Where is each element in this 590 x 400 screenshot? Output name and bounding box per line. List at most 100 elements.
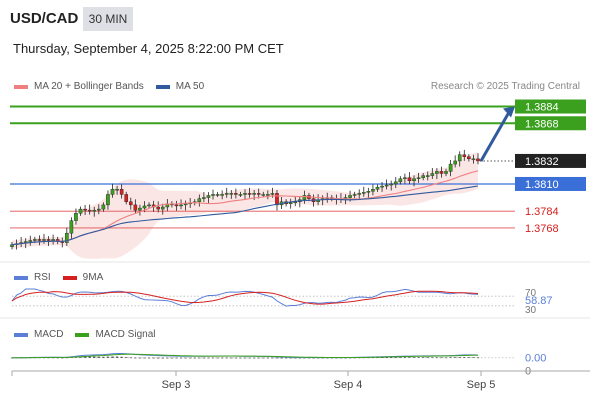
macd-hist-26 bbox=[129, 357, 132, 359]
candle-44 bbox=[211, 194, 215, 196]
macd-hist-37 bbox=[179, 357, 183, 359]
candle-5 bbox=[33, 239, 37, 241]
macd-hist-51 bbox=[243, 357, 247, 359]
legend-rsi-ma-swatch bbox=[62, 275, 77, 280]
macd-hist-21 bbox=[106, 356, 110, 358]
candle-80 bbox=[375, 186, 380, 190]
level-label-2: 1.3832 bbox=[525, 156, 559, 168]
candle-82 bbox=[384, 184, 389, 187]
macd-hist-30 bbox=[147, 357, 151, 359]
macd-hist-90 bbox=[421, 357, 425, 359]
rsi-band-label-30: 30 bbox=[525, 305, 537, 316]
macd-hist-55 bbox=[262, 357, 265, 359]
macd-hist-34 bbox=[166, 357, 169, 359]
candle-88 bbox=[412, 178, 416, 182]
ma50-line bbox=[11, 185, 479, 246]
candle-22 bbox=[110, 188, 115, 195]
level-label-bg-1 bbox=[515, 116, 586, 131]
rsi-line bbox=[11, 288, 479, 307]
macd-hist-101 bbox=[472, 357, 475, 358]
candle-21 bbox=[106, 194, 110, 206]
candle-3 bbox=[23, 241, 28, 243]
candle-47 bbox=[224, 193, 229, 195]
legend-rsi-label: RSI bbox=[34, 272, 51, 283]
rsi-last-label: 58.87 bbox=[525, 295, 553, 307]
level-label-bg-2 bbox=[515, 153, 586, 168]
level-label-5: 1.3768 bbox=[525, 223, 559, 235]
forecast-arrow-head bbox=[503, 106, 515, 118]
level-label-4: 1.3784 bbox=[525, 206, 559, 218]
candle-91 bbox=[425, 175, 430, 177]
candle-28 bbox=[138, 207, 142, 211]
macd-hist-10 bbox=[56, 357, 59, 359]
macd-hist-64 bbox=[303, 357, 306, 359]
candle-13 bbox=[69, 220, 74, 234]
macd-hist-54 bbox=[257, 357, 260, 359]
macd-hist-20 bbox=[102, 356, 105, 358]
candle-79 bbox=[371, 188, 375, 192]
macd-hist-56 bbox=[266, 357, 270, 359]
legend-ma20-swatch bbox=[14, 84, 28, 89]
macd-zero-label: 0 bbox=[525, 366, 531, 378]
candle-55 bbox=[261, 194, 266, 196]
macd-hist-44 bbox=[211, 357, 215, 359]
x-tick-label-1: Sep 4 bbox=[334, 379, 363, 391]
macd-hist-47 bbox=[225, 357, 228, 359]
candle-23 bbox=[115, 188, 119, 191]
candle-74 bbox=[348, 195, 352, 198]
candle-99 bbox=[462, 154, 467, 157]
candle-26 bbox=[128, 201, 133, 206]
legend-ma50: MA 50 bbox=[155, 81, 205, 92]
candle-100 bbox=[467, 156, 471, 160]
bollinger-band-fill bbox=[12, 152, 478, 259]
timeframe-badge[interactable]: 30 MIN bbox=[83, 7, 133, 31]
candle-36 bbox=[174, 204, 179, 207]
candle-77 bbox=[361, 192, 366, 194]
legend-rsi: RSI bbox=[14, 272, 51, 283]
candle-17 bbox=[87, 209, 92, 212]
candle-94 bbox=[439, 171, 444, 174]
macd-hist-85 bbox=[399, 357, 402, 358]
macd-hist-46 bbox=[220, 357, 224, 359]
candle-16 bbox=[83, 208, 87, 211]
macd-hist-22 bbox=[111, 356, 114, 358]
macd-hist-28 bbox=[138, 357, 142, 359]
candle-32 bbox=[156, 206, 160, 210]
candle-46 bbox=[220, 194, 224, 196]
candle-49 bbox=[234, 193, 238, 195]
candle-92 bbox=[430, 173, 435, 176]
legend-rsi-ma-label: 9MA bbox=[82, 272, 104, 283]
candle-90 bbox=[421, 175, 425, 178]
candle-86 bbox=[403, 177, 407, 179]
candle-38 bbox=[183, 203, 188, 206]
legend-ma20-label: MA 20 + Bollinger Bands bbox=[34, 81, 144, 92]
candle-83 bbox=[389, 183, 393, 186]
macd-hist-100 bbox=[467, 357, 471, 358]
macd-hist-43 bbox=[207, 357, 210, 359]
macd-hist-60 bbox=[284, 357, 288, 359]
candle-30 bbox=[147, 204, 151, 207]
macd-hist-31 bbox=[152, 357, 155, 359]
candle-78 bbox=[366, 191, 371, 193]
macd-legend: MACD MACD Signal bbox=[14, 329, 167, 340]
macd-hist-52 bbox=[248, 357, 251, 359]
legend-ma50-label: MA 50 bbox=[175, 81, 205, 92]
macd-hist-42 bbox=[202, 357, 206, 359]
legend-macd: MACD bbox=[14, 329, 63, 340]
candle-102 bbox=[476, 158, 480, 162]
macd-hist-50 bbox=[239, 357, 242, 359]
macd-hist-23 bbox=[115, 356, 119, 358]
research-credit: Research © 2025 Trading Central bbox=[430, 81, 580, 92]
candle-96 bbox=[448, 163, 453, 172]
macd-hist-36 bbox=[175, 357, 178, 359]
macd-hist-82 bbox=[385, 357, 388, 358]
macd-hist-96 bbox=[449, 357, 452, 359]
macd-hist-24 bbox=[120, 356, 123, 358]
candle-6 bbox=[37, 239, 42, 241]
level-label-bg-3 bbox=[515, 176, 586, 191]
forecast-arrow-shaft bbox=[479, 109, 512, 162]
macd-hist-40 bbox=[193, 357, 196, 359]
macd-hist-87 bbox=[408, 357, 411, 358]
candle-19 bbox=[97, 208, 101, 211]
